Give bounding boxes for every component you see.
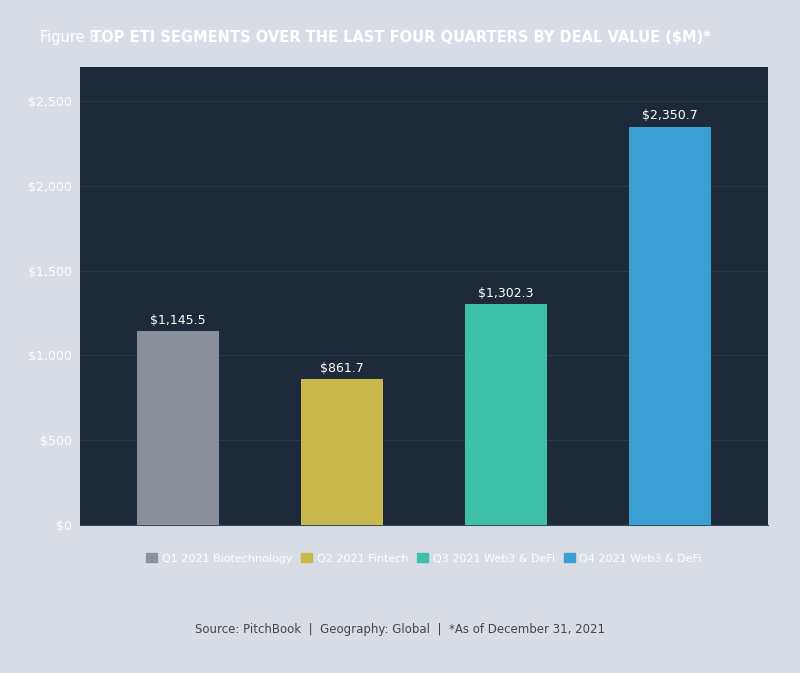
Bar: [629, 127, 710, 525]
Bar: [301, 379, 383, 525]
Text: $2,350.7: $2,350.7: [642, 109, 698, 122]
Text: $861.7: $861.7: [320, 361, 364, 375]
Legend: Q1 2021 Biotechnology, Q2 2021 Fintech, Q3 2021 Web3 & DeFi, Q4 2021 Web3 & DeFi: Q1 2021 Biotechnology, Q2 2021 Fintech, …: [146, 553, 702, 564]
Text: $1,302.3: $1,302.3: [478, 287, 534, 300]
Text: $1,145.5: $1,145.5: [150, 314, 206, 326]
Bar: [138, 331, 219, 525]
Bar: [465, 304, 547, 525]
Text: Source: PitchBook  |  Geography: Global  |  *As of December 31, 2021: Source: PitchBook | Geography: Global | …: [195, 623, 605, 636]
Text: TOP ETI SEGMENTS OVER THE LAST FOUR QUARTERS BY DEAL VALUE ($M)*: TOP ETI SEGMENTS OVER THE LAST FOUR QUAR…: [86, 30, 710, 45]
Text: Figure 8.: Figure 8.: [40, 30, 103, 45]
